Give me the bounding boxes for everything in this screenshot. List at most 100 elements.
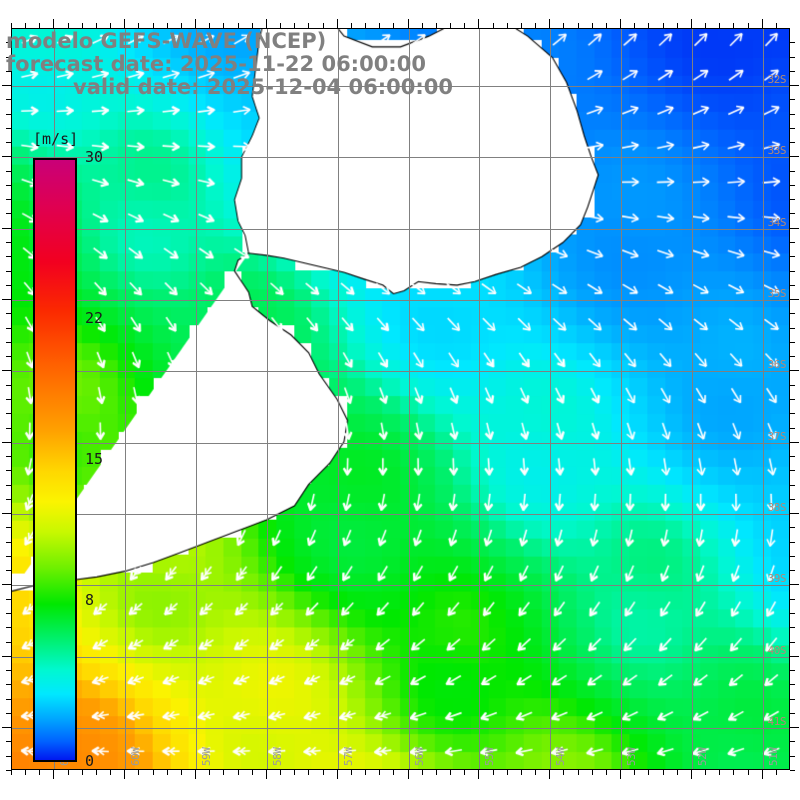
lon-label: 56W (413, 747, 426, 766)
axis-tick-right (790, 328, 795, 329)
axis-tick-right (790, 385, 795, 386)
lat-label: 33S (767, 144, 787, 157)
axis-tick-top (592, 23, 593, 28)
axis-tick-right (790, 399, 795, 400)
axis-tick-top (379, 23, 380, 28)
axis-tick-bottom (266, 770, 267, 779)
axis-tick-left (2, 370, 11, 371)
axis-tick-right (790, 413, 795, 414)
parallel-line (12, 371, 789, 372)
lon-label: 58W (271, 747, 284, 766)
lat-label: 39S (767, 572, 787, 585)
axis-tick-left (6, 699, 11, 700)
axis-tick-top (748, 23, 749, 28)
axis-tick-top (663, 23, 664, 28)
axis-tick-top (39, 23, 40, 28)
axis-tick-bottom (549, 770, 550, 779)
axis-tick-top (195, 19, 196, 28)
axis-tick-left (6, 128, 11, 129)
axis-tick-bottom (634, 770, 635, 775)
axis-tick-left (6, 470, 11, 471)
axis-tick-left (6, 71, 11, 72)
colorbar-gradient (33, 158, 77, 762)
axis-tick-bottom (11, 770, 12, 775)
axis-tick-top (82, 23, 83, 28)
axis-tick-right (790, 299, 799, 300)
axis-tick-bottom (606, 770, 607, 775)
axis-tick-top (11, 23, 12, 28)
axis-tick-left (6, 542, 11, 543)
axis-tick-right (790, 242, 795, 243)
axis-tick-left (6, 171, 11, 172)
axis-tick-right (790, 128, 795, 129)
axis-tick-right (790, 741, 795, 742)
axis-tick-right (790, 556, 795, 557)
axis-tick-bottom (209, 770, 210, 775)
axis-tick-bottom (507, 770, 508, 775)
meridian-line (550, 29, 551, 769)
axis-tick-bottom (436, 770, 437, 775)
axis-tick-right (790, 271, 795, 272)
axis-tick-bottom (53, 770, 54, 779)
axis-tick-left (2, 513, 11, 514)
axis-tick-right (790, 285, 795, 286)
axis-tick-right (790, 613, 795, 614)
axis-tick-top (535, 23, 536, 28)
map-field-canvas[interactable] (12, 29, 789, 769)
axis-tick-bottom (563, 770, 564, 775)
axis-tick-left (6, 642, 11, 643)
axis-tick-top (153, 23, 154, 28)
axis-tick-bottom (663, 770, 664, 775)
axis-tick-left (2, 584, 11, 585)
axis-tick-bottom (521, 770, 522, 775)
axis-tick-bottom (776, 770, 777, 775)
axis-tick-left (6, 770, 11, 771)
axis-tick-right (790, 656, 799, 657)
axis-tick-left (2, 299, 11, 300)
axis-tick-left (6, 342, 11, 343)
axis-tick-top (620, 19, 621, 28)
axis-tick-bottom (535, 770, 536, 775)
axis-tick-bottom (96, 770, 97, 775)
axis-tick-left (6, 527, 11, 528)
lat-label: 36S (767, 358, 787, 371)
axis-tick-left (6, 142, 11, 143)
parallel-line (12, 157, 789, 158)
lat-label: 37S (767, 430, 787, 443)
axis-tick-left (2, 156, 11, 157)
axis-tick-left (6, 199, 11, 200)
axis-tick-top (280, 23, 281, 28)
axis-tick-right (790, 756, 795, 757)
axis-tick-top (705, 23, 706, 28)
axis-tick-top (762, 19, 763, 28)
axis-tick-left (6, 242, 11, 243)
axis-tick-bottom (422, 770, 423, 775)
axis-tick-top (209, 23, 210, 28)
axis-tick-bottom (280, 770, 281, 775)
axis-tick-bottom (464, 770, 465, 775)
axis-tick-left (6, 271, 11, 272)
axis-tick-bottom (39, 770, 40, 775)
meridian-line (479, 29, 480, 769)
axis-tick-bottom (379, 770, 380, 775)
parallel-line (12, 443, 789, 444)
axis-tick-right (790, 42, 795, 43)
axis-tick-bottom (408, 770, 409, 779)
meridian-line (196, 29, 197, 769)
lon-label: 55W (483, 747, 496, 766)
axis-tick-right (790, 542, 795, 543)
axis-tick-top (167, 23, 168, 28)
map-frame[interactable]: 61W60W59W58W57W56W55W54W53W52W51W41S40S3… (11, 28, 790, 770)
axis-tick-top (181, 23, 182, 28)
lat-label: 34S (767, 216, 787, 229)
axis-tick-bottom (351, 770, 352, 775)
axis-tick-bottom (238, 770, 239, 775)
axis-tick-right (790, 342, 795, 343)
axis-tick-top (719, 23, 720, 28)
lon-label: 59W (200, 747, 213, 766)
axis-tick-bottom (620, 770, 621, 779)
axis-tick-top (422, 23, 423, 28)
lon-label: 54W (554, 747, 567, 766)
axis-tick-left (6, 256, 11, 257)
